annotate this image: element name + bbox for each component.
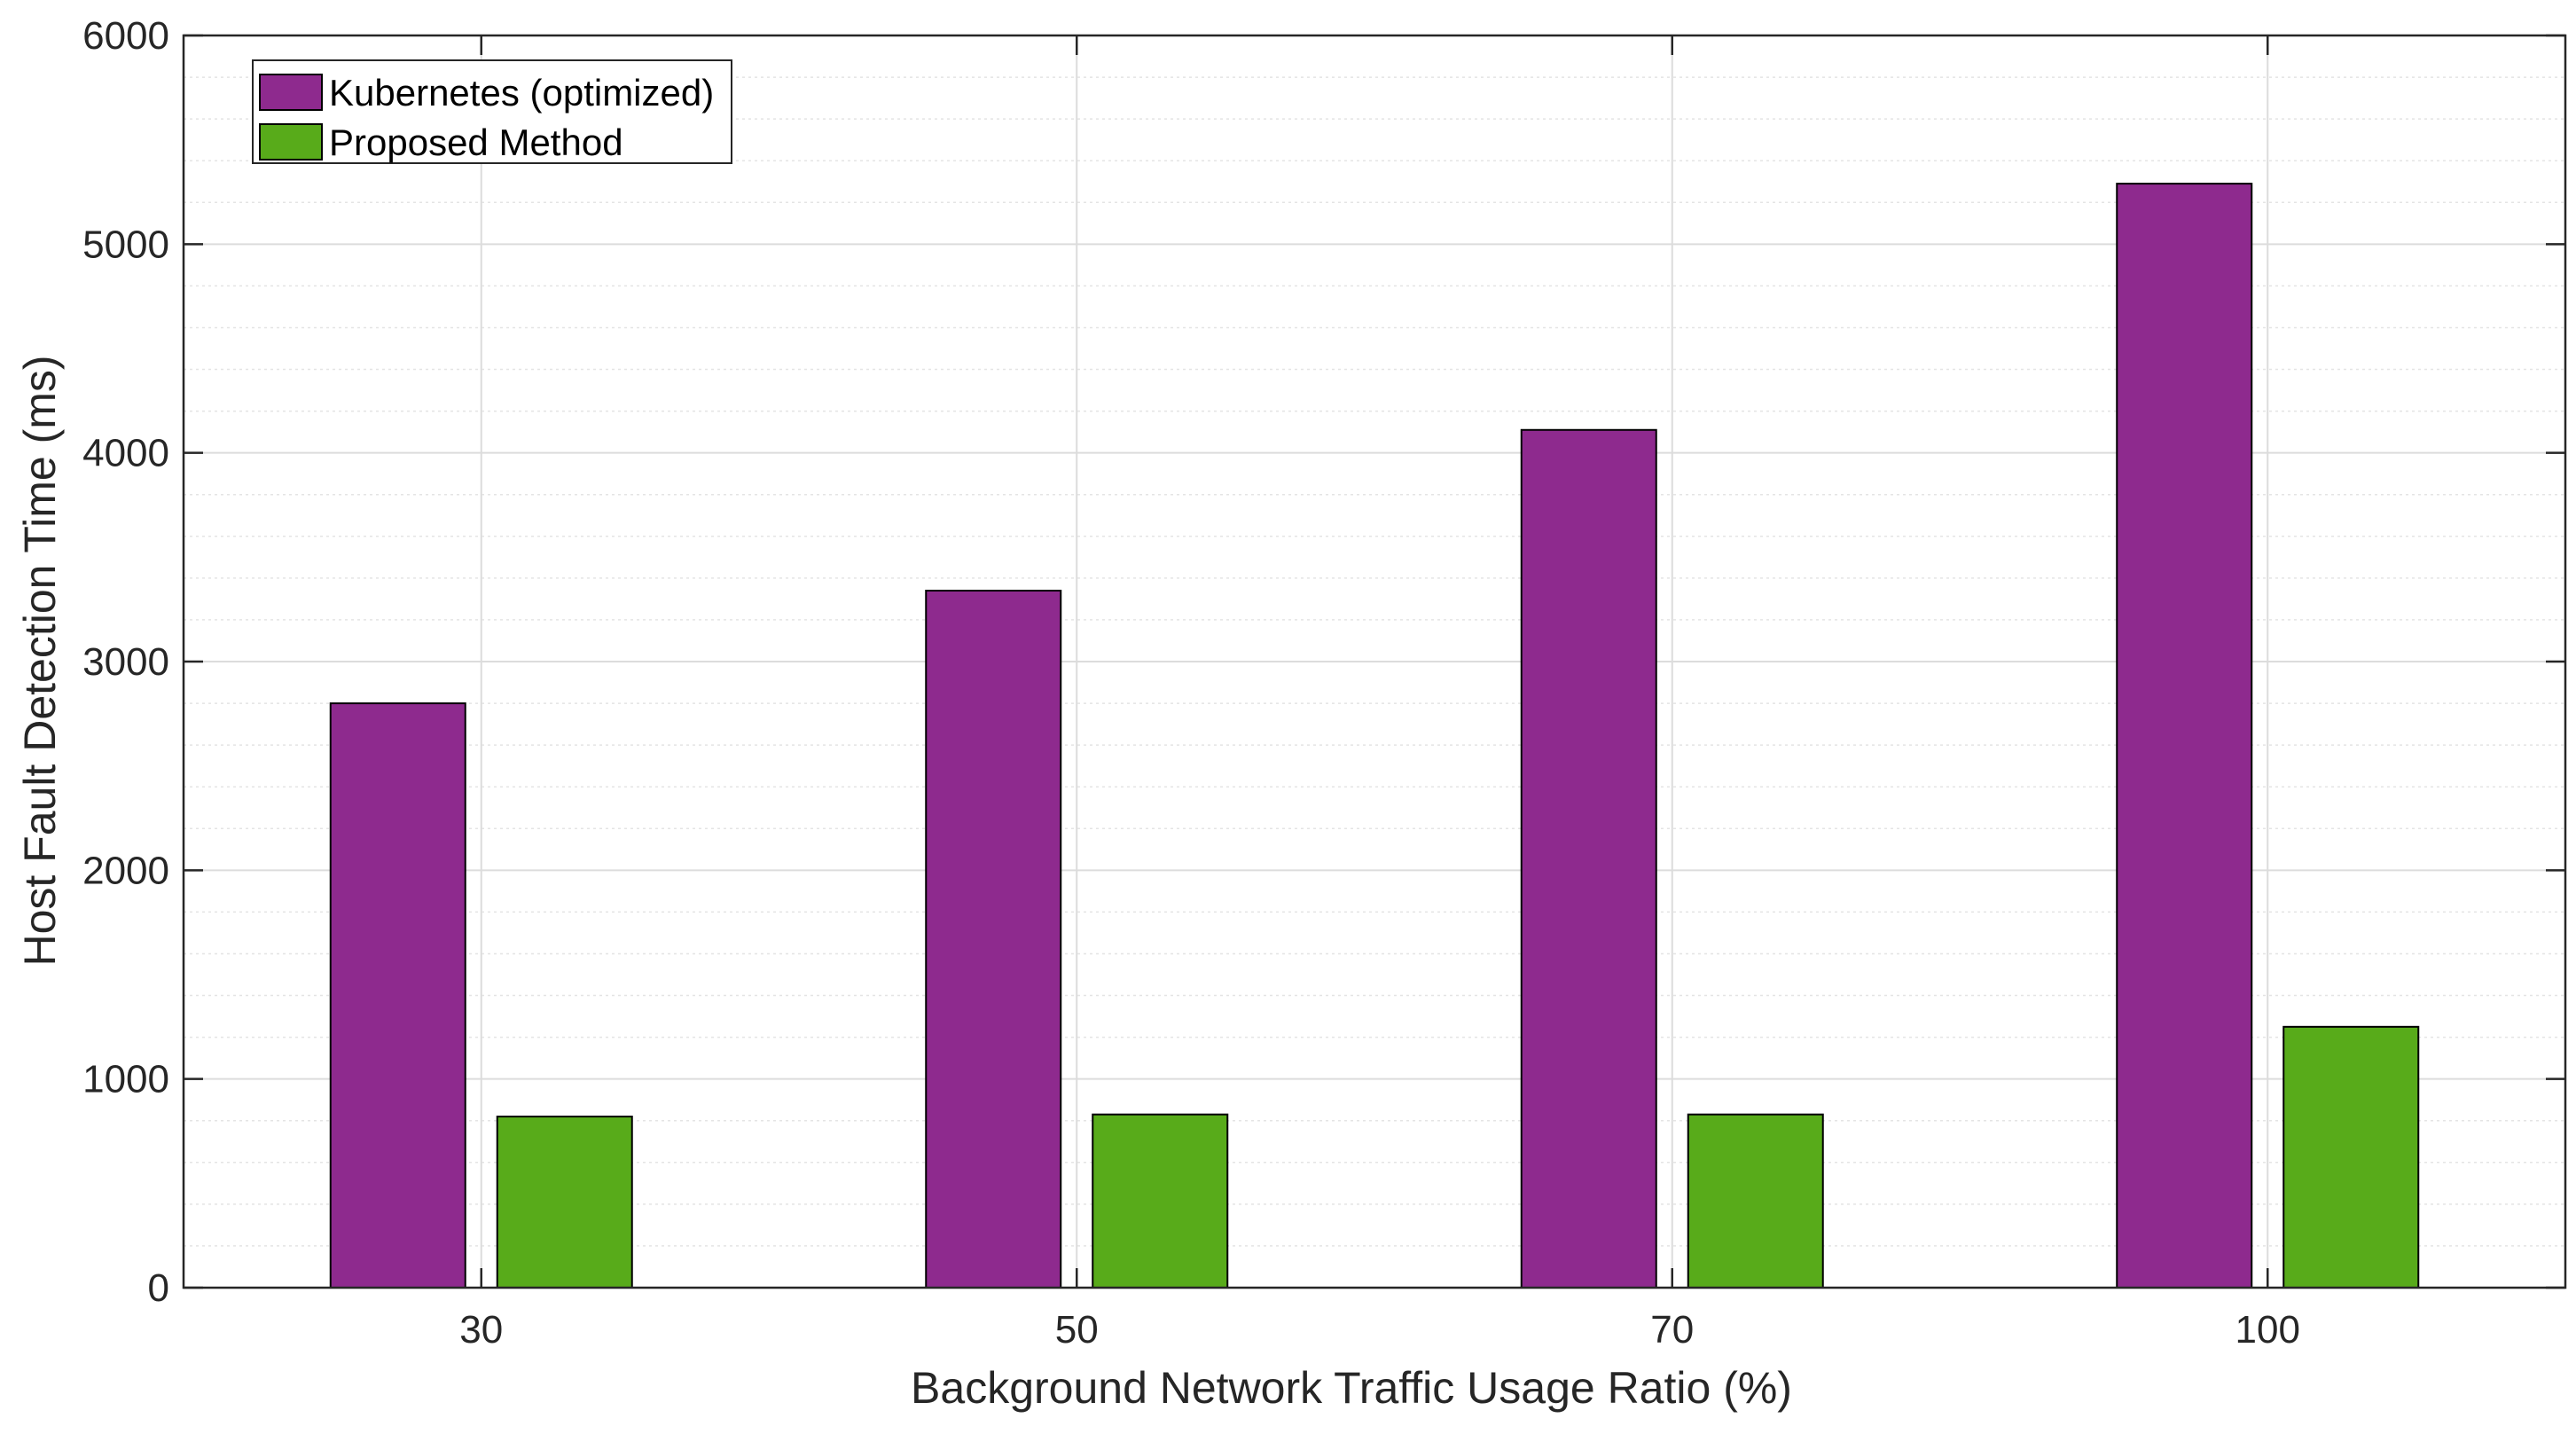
legend-label-proposed: Proposed Method <box>329 121 623 163</box>
bar-kubernetes-100 <box>2116 183 2253 1289</box>
y-tick-label: 1000 <box>82 1058 169 1101</box>
x-tick-label: 70 <box>1650 1308 1694 1352</box>
bar-proposed-100 <box>2282 1025 2420 1289</box>
legend-label-kubernetes: Kubernetes (optimized) <box>329 72 714 114</box>
y-tick-label: 4000 <box>82 432 169 475</box>
x-tick-label: 100 <box>2235 1308 2300 1352</box>
bar-kubernetes-70 <box>1520 428 1657 1289</box>
y-axis-ticks: 0 1000 2000 3000 4000 5000 6000 <box>82 14 2565 1310</box>
y-tick-label: 2000 <box>82 849 169 892</box>
bar-proposed-70 <box>1687 1113 1824 1289</box>
y-tick-label: 6000 <box>82 14 169 58</box>
x-tick-label: 30 <box>459 1308 503 1352</box>
x-tick-label: 50 <box>1055 1308 1099 1352</box>
bar-kubernetes-50 <box>925 589 1062 1289</box>
x-axis-title: Background Network Traffic Usage Ratio (… <box>911 1363 1792 1413</box>
y-axis-title: Host Fault Detection Time (ms) <box>15 355 65 966</box>
bar-proposed-30 <box>496 1116 633 1289</box>
bar-kubernetes-30 <box>329 702 466 1289</box>
x-axis-ticks: 30 50 70 100 <box>459 35 2300 1352</box>
legend-swatch-kubernetes <box>259 74 323 111</box>
bar-proposed-50 <box>1092 1113 1229 1289</box>
y-tick-label: 3000 <box>82 640 169 684</box>
y-tick-label: 5000 <box>82 223 169 266</box>
legend-swatch-proposed <box>259 123 323 161</box>
bar-series <box>329 183 2420 1289</box>
y-tick-label: 0 <box>148 1266 169 1310</box>
legend-box <box>252 59 732 164</box>
legend: Kubernetes (optimized) Proposed Method <box>252 59 732 164</box>
